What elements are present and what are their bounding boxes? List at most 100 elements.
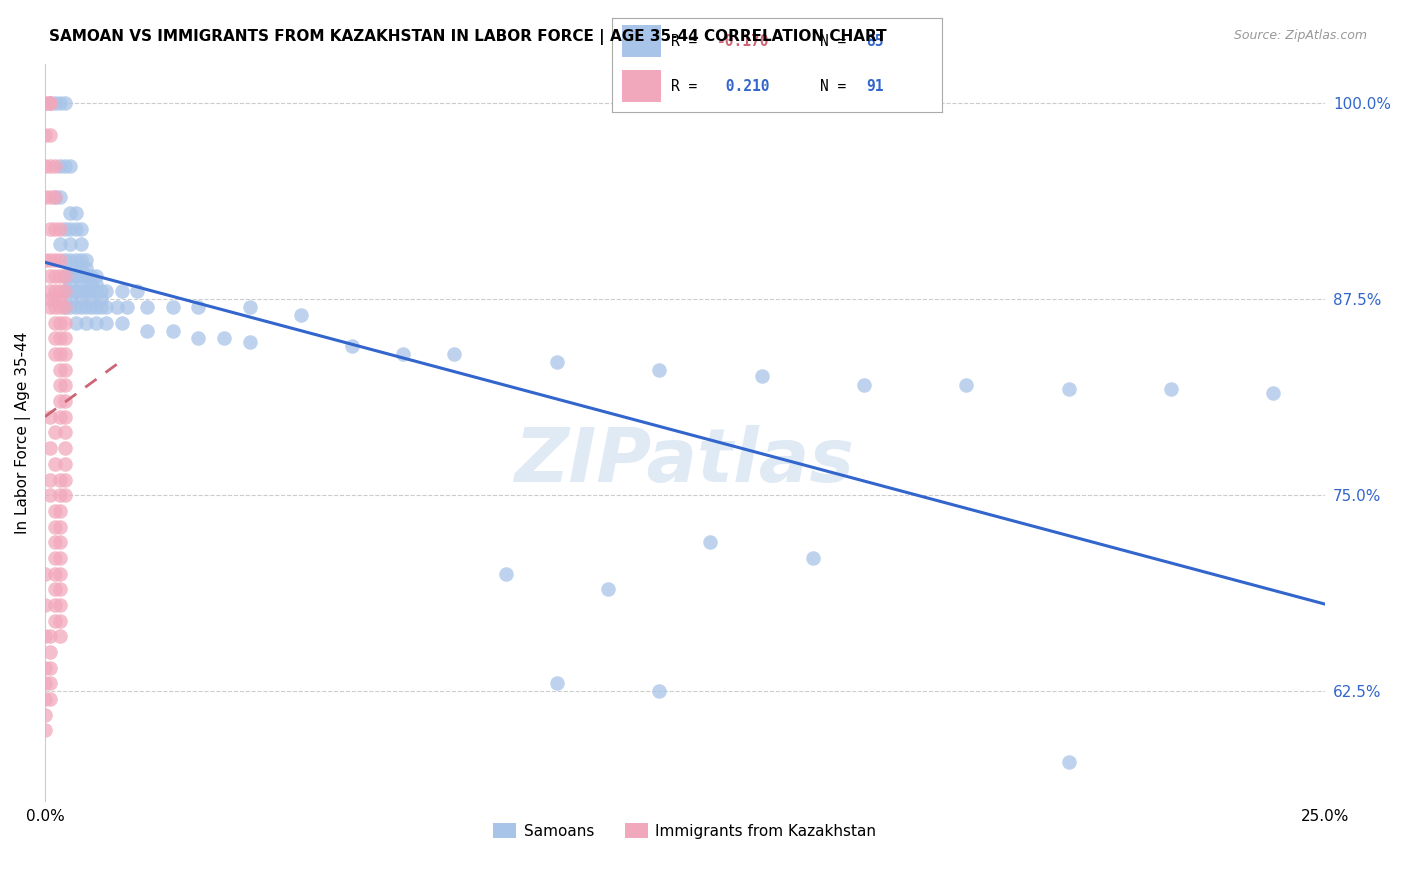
- Point: [59, 159, 82, 173]
- Point: [59, 268, 82, 283]
- Point: [187, 300, 209, 314]
- Point: [49, 300, 72, 314]
- Point: [34, 128, 56, 142]
- FancyBboxPatch shape: [621, 70, 661, 103]
- Point: [39, 300, 62, 314]
- Point: [69, 260, 91, 275]
- Text: R =: R =: [671, 78, 706, 94]
- Point: [49, 363, 72, 377]
- Point: [1057, 755, 1080, 769]
- Point: [49, 614, 72, 628]
- Point: [53, 96, 76, 111]
- Point: [125, 285, 148, 299]
- Point: [39, 268, 62, 283]
- Point: [53, 441, 76, 455]
- Point: [44, 598, 66, 612]
- Point: [39, 285, 62, 299]
- Point: [75, 260, 97, 275]
- Point: [648, 363, 671, 377]
- Point: [44, 285, 66, 299]
- Point: [44, 159, 66, 173]
- Point: [65, 221, 87, 235]
- Point: [111, 316, 134, 330]
- Point: [162, 300, 184, 314]
- Text: 85: 85: [866, 34, 883, 49]
- Point: [59, 277, 82, 291]
- Point: [75, 253, 97, 268]
- Point: [44, 253, 66, 268]
- Point: [49, 409, 72, 424]
- Point: [49, 285, 72, 299]
- Point: [53, 285, 76, 299]
- Point: [34, 190, 56, 204]
- Point: [69, 277, 91, 291]
- Point: [80, 285, 103, 299]
- Point: [53, 394, 76, 409]
- Point: [39, 488, 62, 502]
- Point: [751, 369, 773, 384]
- Point: [53, 159, 76, 173]
- Point: [44, 457, 66, 471]
- Point: [69, 253, 91, 268]
- Point: [44, 566, 66, 581]
- Point: [443, 347, 465, 361]
- Point: [53, 488, 76, 502]
- Point: [115, 300, 138, 314]
- Point: [75, 285, 97, 299]
- Point: [239, 300, 262, 314]
- Point: [59, 285, 82, 299]
- Y-axis label: In Labor Force | Age 35-44: In Labor Force | Age 35-44: [15, 331, 31, 533]
- Point: [49, 268, 72, 283]
- Point: [90, 292, 112, 306]
- Point: [65, 316, 87, 330]
- Point: [596, 582, 619, 597]
- Point: [96, 316, 118, 330]
- Point: [39, 128, 62, 142]
- FancyBboxPatch shape: [621, 25, 661, 57]
- Point: [44, 331, 66, 345]
- Point: [75, 268, 97, 283]
- Point: [44, 268, 66, 283]
- Point: [39, 692, 62, 706]
- Point: [49, 159, 72, 173]
- Text: 0.210: 0.210: [717, 78, 770, 94]
- Point: [53, 473, 76, 487]
- Point: [49, 394, 72, 409]
- Point: [69, 292, 91, 306]
- Point: [53, 221, 76, 235]
- Point: [49, 347, 72, 361]
- Point: [39, 253, 62, 268]
- Point: [44, 190, 66, 204]
- Point: [39, 96, 62, 111]
- Point: [105, 300, 128, 314]
- Point: [39, 409, 62, 424]
- Point: [69, 221, 91, 235]
- Point: [49, 582, 72, 597]
- Point: [90, 300, 112, 314]
- Text: R =: R =: [671, 34, 706, 49]
- Point: [53, 300, 76, 314]
- Text: -0.170: -0.170: [717, 34, 770, 49]
- Point: [34, 253, 56, 268]
- Point: [39, 221, 62, 235]
- Point: [59, 206, 82, 220]
- Point: [53, 285, 76, 299]
- Point: [53, 425, 76, 440]
- Point: [546, 355, 568, 369]
- Point: [44, 347, 66, 361]
- Point: [34, 707, 56, 722]
- Point: [44, 535, 66, 549]
- Point: [39, 441, 62, 455]
- Point: [96, 300, 118, 314]
- Point: [49, 535, 72, 549]
- Point: [39, 660, 62, 674]
- Point: [59, 221, 82, 235]
- Point: [44, 292, 66, 306]
- Point: [801, 550, 824, 565]
- Point: [187, 331, 209, 345]
- Point: [75, 316, 97, 330]
- Point: [69, 268, 91, 283]
- Point: [65, 268, 87, 283]
- Point: [53, 363, 76, 377]
- Point: [69, 300, 91, 314]
